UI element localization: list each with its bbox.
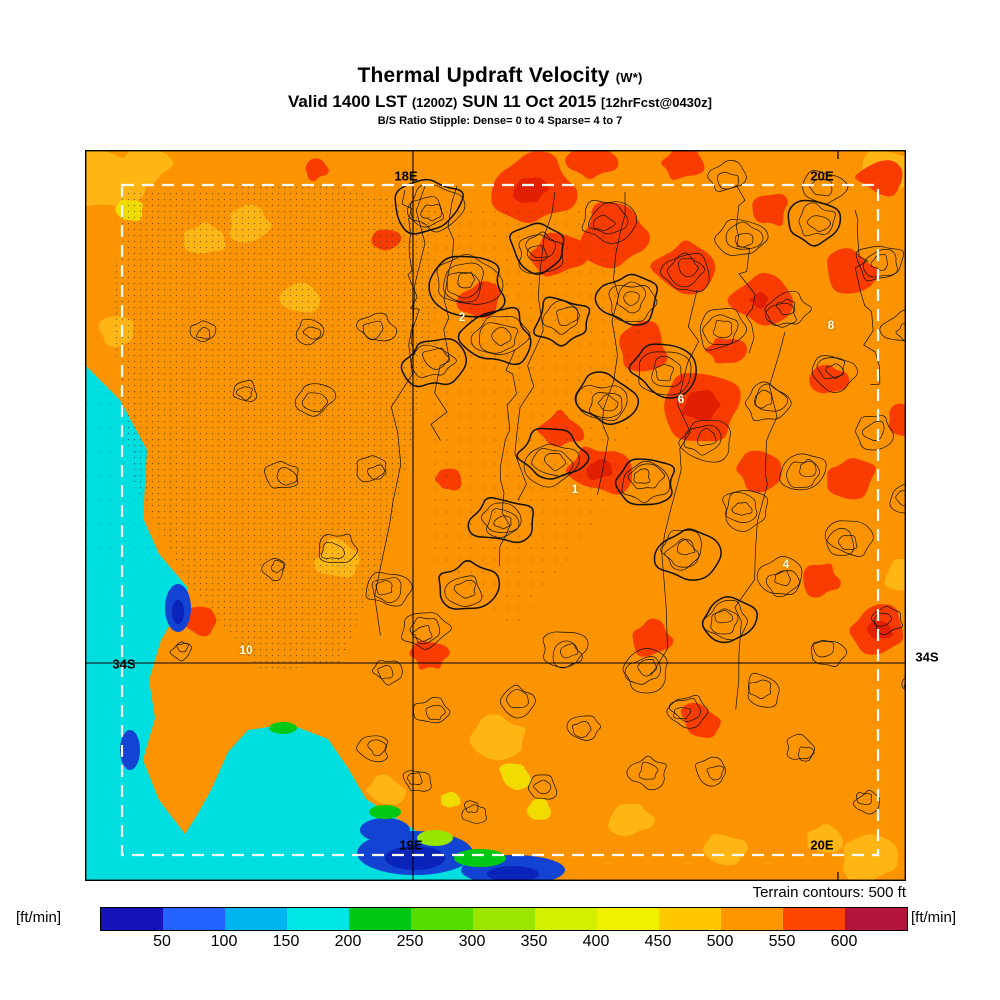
valid-date: SUN 11 Oct 2015 [462, 92, 597, 111]
updraft-450-patch [608, 803, 655, 837]
updraft-550-patch [826, 248, 879, 294]
colorbar-segment [101, 908, 163, 930]
domain-boundary-dashed [120, 183, 880, 857]
title-main: Thermal Updraft Velocity [357, 64, 610, 87]
updraft-yellowgreen-fringe [417, 830, 453, 846]
colorbar-unit-left: [ft/min] [16, 909, 62, 926]
updraft-600-patch [749, 291, 768, 309]
thermal-map-svg [56, 132, 965, 885]
colorbar-segment [535, 908, 597, 930]
colorbar-ticks: 50 100 150 200 250 300 350 400 450 500 550 600 [100, 933, 906, 955]
updraft-450-patch [702, 833, 748, 866]
updraft-550-patch [632, 618, 674, 657]
valid-prefix: Valid 1400 LST [288, 92, 408, 111]
colorbar-tick: 250 [396, 933, 424, 950]
chart-title: Thermal Updraft Velocity (W*) [0, 64, 1000, 88]
colorbar-segment [473, 908, 535, 930]
updraft-600-patch [681, 390, 721, 421]
colorbar-segment [597, 908, 659, 930]
updraft-450-patch [807, 823, 844, 853]
valid-zulu: (1200Z) [411, 95, 458, 110]
updraft-550-patch [803, 563, 841, 598]
updraft-550-patch [809, 364, 850, 394]
colorbar-tick: 350 [520, 933, 548, 950]
colorbar-segment [287, 908, 349, 930]
colorbar-segment [721, 908, 783, 930]
colorbar-tick: 550 [768, 933, 796, 950]
updraft-green-fringe [454, 849, 506, 867]
updraft-550-patch [305, 158, 329, 182]
map [56, 132, 965, 885]
updraft-550-patch [827, 458, 876, 500]
colorbar-unit-right: [ft/min] [911, 909, 957, 926]
colorbar-tick: 450 [644, 933, 672, 950]
colorbar-segment [411, 908, 473, 930]
terrain-note: Terrain contours: 500 ft [752, 884, 906, 901]
colorbar-tick: 150 [272, 933, 300, 950]
updraft-lowest-patch [172, 600, 184, 624]
colorbar-segment [225, 908, 287, 930]
forecast-tag: [12hrFcst@0430z] [601, 95, 712, 110]
colorbar-segment [845, 908, 907, 930]
graticule-label-right_lat: 34S [915, 649, 939, 665]
updraft-green-fringe [369, 805, 401, 819]
updraft-450-patch [469, 714, 526, 761]
updraft-400-patch [526, 798, 551, 820]
updraft-lowest-patch [385, 846, 445, 870]
colorbar-segment [659, 908, 721, 930]
stipple-note: B/S Ratio Stipple: Dense= 0 to 4 Sparse=… [377, 115, 623, 127]
updraft-550-patch [752, 193, 788, 227]
colorbar-tick: 300 [458, 933, 486, 950]
updraft-400-patch [499, 763, 532, 790]
updraft-550-patch [661, 146, 705, 180]
colorbar-tick: 100 [210, 933, 238, 950]
colorbar-segment [783, 908, 845, 930]
updraft-450-patch [843, 834, 899, 884]
colorbar-tick: 500 [706, 933, 734, 950]
updraft-green-fringe [269, 722, 297, 734]
updraft-600-patch [513, 177, 549, 203]
colorbar [100, 907, 908, 931]
colorbar-segment [349, 908, 411, 930]
title-suffix: (W*) [615, 70, 643, 85]
valid-line: Valid 1400 LST (1200Z) SUN 11 Oct 2015 [… [0, 92, 1000, 112]
updraft-lowest-patch [487, 866, 539, 882]
updraft-400-patch [440, 791, 461, 808]
stipple-ocean-region [85, 380, 195, 570]
colorbar-tick: 600 [830, 933, 858, 950]
colorbar-tick: 50 [153, 933, 171, 950]
updraft-450-patch [116, 140, 174, 188]
ocean-region [85, 365, 560, 881]
updraft-550-patch [409, 640, 450, 670]
updraft-450-patch [366, 774, 407, 805]
title-block: Thermal Updraft Velocity (W*) Valid 1400… [0, 64, 1000, 127]
updraft-low-patch [120, 730, 140, 770]
colorbar-tick: 200 [334, 933, 362, 950]
colorbar-tick: 400 [582, 933, 610, 950]
colorbar-segment [163, 908, 225, 930]
updraft-low-patch [360, 818, 410, 842]
updraft-550-patch [736, 450, 782, 493]
map-frame [84, 149, 906, 881]
updraft-550-patch [855, 160, 903, 197]
